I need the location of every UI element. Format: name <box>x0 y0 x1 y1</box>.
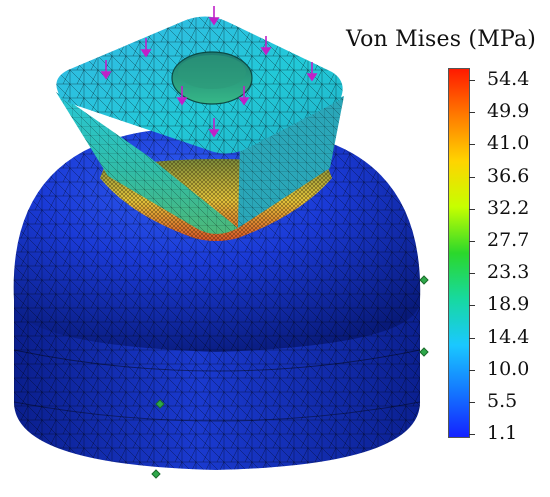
colorbar-tick-label: 10.0 <box>487 357 530 380</box>
colorbar-tick-label: 1.1 <box>487 422 518 445</box>
colorbar-tick-label: 36.6 <box>487 164 530 187</box>
fixture-icon <box>419 275 429 285</box>
colorbar-tick-mark <box>469 273 475 275</box>
colorbar-tick-label: 49.9 <box>487 100 530 123</box>
colorbar-tick-label: 23.3 <box>487 261 530 284</box>
legend-title: Von Mises (MPa) <box>346 27 537 52</box>
load-arrow-icon <box>306 62 318 82</box>
colorbar-tick-label: 41.0 <box>487 132 530 155</box>
colorbar-tick-mark <box>469 241 475 242</box>
load-arrow-icon <box>176 86 188 106</box>
colorbar-tick-label: 54.4 <box>487 68 530 90</box>
colorbar-tick-mark <box>469 112 475 114</box>
colorbar-tick-mark <box>469 434 475 436</box>
fixture-icon <box>155 399 165 409</box>
colorbar-tick-label: 32.2 <box>487 196 530 219</box>
square-neck <box>56 92 344 234</box>
colorbar-tick-label: 5.5 <box>487 390 518 412</box>
colorbar-tick-mark <box>469 176 475 178</box>
colorbar-tick-mark <box>469 402 475 403</box>
colorbar-tick-mark <box>469 337 475 339</box>
colorbar-tick-mark <box>469 369 475 371</box>
top-face <box>56 16 343 154</box>
stress-colorbar <box>448 68 470 438</box>
load-arrow-icon <box>238 86 250 106</box>
load-arrows <box>100 6 318 138</box>
fixtures <box>151 275 429 479</box>
colorbar-tick-mark <box>469 144 475 146</box>
load-arrow-icon <box>260 36 272 56</box>
colorbar-tick-label: 18.9 <box>487 293 530 316</box>
fixture-icon <box>419 347 429 357</box>
load-arrow-icon <box>208 6 220 26</box>
fixture-icon <box>151 469 161 479</box>
colorbar-tick-mark <box>469 305 475 307</box>
load-arrow-icon <box>140 38 152 58</box>
load-arrow-icon <box>208 118 220 138</box>
colorbar-tick-mark <box>469 208 475 210</box>
colorbar-tick-mark <box>469 80 475 81</box>
colorbar-tick-label: 14.4 <box>487 325 530 348</box>
colorbar-tick-label: 27.7 <box>487 229 530 251</box>
load-arrow-icon <box>100 60 112 80</box>
